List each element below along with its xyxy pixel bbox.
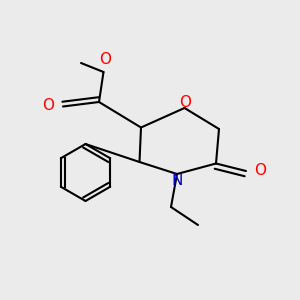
Text: O: O <box>99 52 111 67</box>
Text: O: O <box>254 163 266 178</box>
Text: O: O <box>179 95 191 110</box>
Text: O: O <box>43 98 55 112</box>
Text: N: N <box>171 173 183 188</box>
